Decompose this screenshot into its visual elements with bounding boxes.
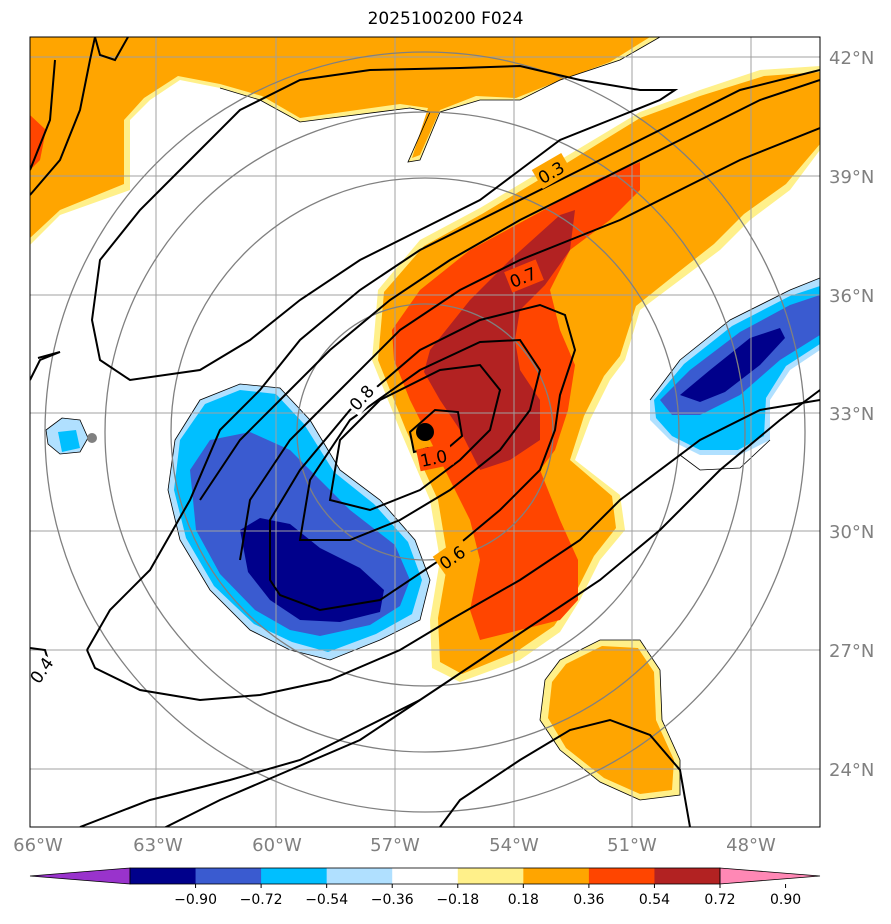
secondary-marker [87,433,97,443]
colorbar-swatches [29,867,821,885]
lat-label-36n: 36°N [829,286,874,307]
colorbar-tick-label: −0.72 [240,892,283,908]
lon-label-63w: 63°W [133,835,183,856]
colorbar-swatch [523,868,590,884]
lon-label-48w: 48°W [726,835,776,856]
shading-outlines [30,37,820,801]
colorbar: −0.90 −0.72 −0.54 −0.36 −0.18 0.18 0.36 0.54 0.7… [29,867,821,908]
map-plot-area: 0.3 0.7 0.8 1.0 0.6 0.4 [30,37,820,827]
colorbar-swatch [457,868,524,884]
negative-band-east [650,278,820,455]
colorbar-swatch [326,868,393,884]
colorbar-tick-label: 0.18 [508,892,539,908]
storm-center-marker [416,423,434,441]
map-frame [29,36,821,828]
colorbar-tick-label: −0.90 [174,892,217,908]
colorbar-tick-labels: −0.90 −0.72 −0.54 −0.36 −0.18 0.18 0.36 0.54 0.7… [174,884,801,908]
colorbar-outline [129,867,721,885]
range-rings [44,51,806,813]
lat-label-42n: 42°N [829,48,874,69]
lat-label-30n: 30°N [829,522,874,543]
colorbar-swatch [654,868,721,884]
lon-label-57w: 57°W [370,835,420,856]
lat-label-27n: 27°N [829,641,874,662]
contour-lines [30,37,820,827]
colorbar-extend-low [29,867,131,885]
lon-label-66w: 66°W [13,835,63,856]
lon-label-51w: 51°W [607,835,657,856]
contour-label-group: 0.3 0.7 0.8 1.0 0.6 0.4 [30,152,573,689]
colorbar-tick-label: 0.54 [639,892,670,908]
lat-lon-gridlines [30,37,820,827]
lat-labels: 42°N 39°N 36°N 33°N 30°N 27°N 24°N [829,48,874,781]
lon-labels: 66°W 63°W 60°W 57°W 54°W 51°W 48°W [13,835,776,856]
colorbar-tick-label: −0.54 [305,892,348,908]
colorbar-tick-label: 0.36 [573,892,604,908]
lon-label-54w: 54°W [489,835,539,856]
colorbar-swatch [588,868,655,884]
lon-label-60w: 60°W [252,835,302,856]
lat-label-33n: 33°N [829,404,874,425]
positive-band-main [372,66,820,682]
positive-band-north [30,37,660,245]
colorbar-swatch [195,868,262,884]
negative-blob-west [46,418,88,454]
colorbar-tick-label: 0.72 [704,892,735,908]
colorbar-extend-high [719,867,821,885]
colorbar-swatch [392,868,459,884]
colorbar-swatch [130,868,197,884]
lat-label-39n: 39°N [829,167,874,188]
map-title: 2025100200 F024 [367,9,524,29]
colorbar-tick-label: −0.36 [371,892,414,908]
lat-label-24n: 24°N [829,760,874,781]
colorbar-tick-label: −0.18 [436,892,479,908]
colorbar-tick-label: 0.90 [770,892,801,908]
colorbar-swatch [261,868,328,884]
